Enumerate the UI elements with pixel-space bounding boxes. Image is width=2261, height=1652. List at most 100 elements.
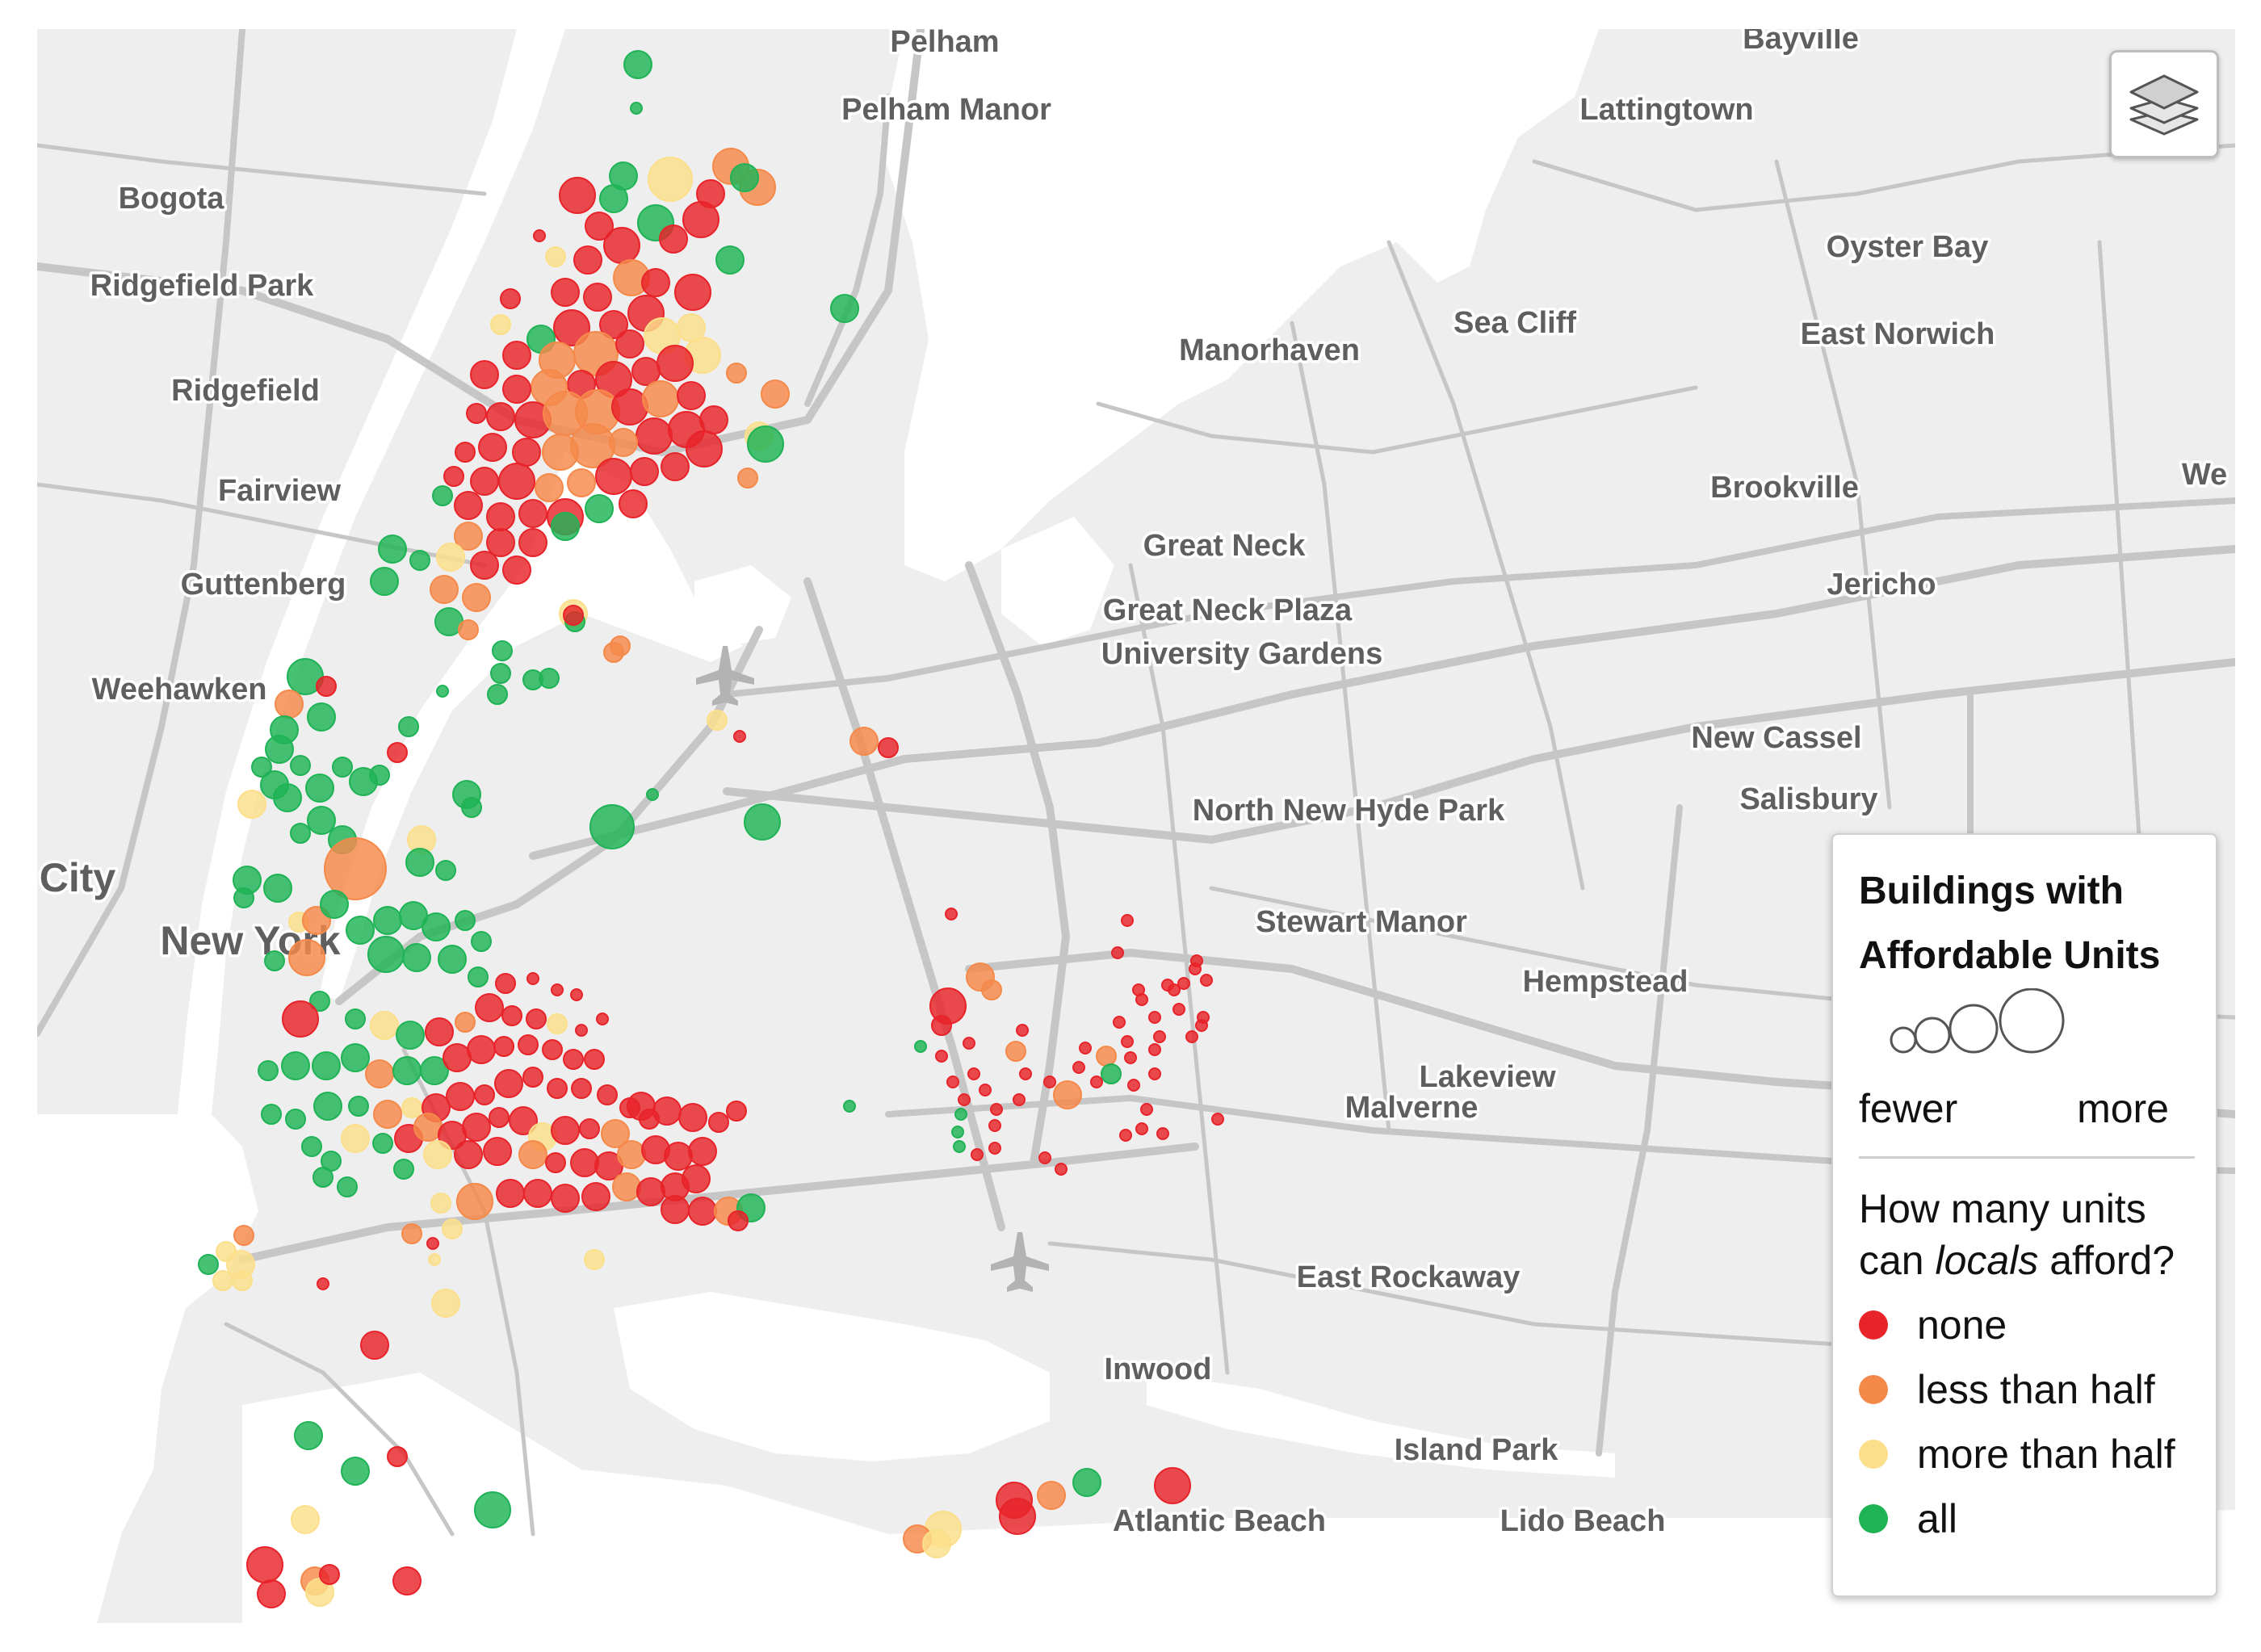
- building-marker[interactable]: [305, 774, 334, 803]
- building-marker[interactable]: [423, 1140, 452, 1169]
- building-marker[interactable]: [648, 157, 693, 202]
- building-marker[interactable]: [603, 642, 624, 663]
- building-marker[interactable]: [935, 1050, 948, 1063]
- building-marker[interactable]: [931, 1015, 952, 1036]
- building-marker[interactable]: [1072, 1468, 1101, 1497]
- building-marker[interactable]: [263, 874, 292, 903]
- building-marker[interactable]: [360, 1331, 389, 1360]
- building-marker[interactable]: [456, 1183, 493, 1220]
- building-marker[interactable]: [436, 543, 465, 572]
- building-marker[interactable]: [522, 1067, 543, 1088]
- building-marker[interactable]: [1154, 1467, 1191, 1504]
- building-marker[interactable]: [393, 1159, 414, 1180]
- building-marker[interactable]: [512, 438, 541, 467]
- building-marker[interactable]: [1177, 977, 1190, 990]
- building-marker[interactable]: [979, 1084, 992, 1096]
- building-marker[interactable]: [198, 1254, 219, 1275]
- building-marker[interactable]: [1172, 1003, 1185, 1016]
- building-marker[interactable]: [737, 468, 758, 488]
- building-marker[interactable]: [1200, 974, 1213, 987]
- building-marker[interactable]: [454, 522, 483, 551]
- building-marker[interactable]: [509, 1106, 538, 1135]
- building-marker[interactable]: [726, 363, 747, 384]
- building-marker[interactable]: [661, 1195, 690, 1224]
- building-marker[interactable]: [585, 494, 614, 523]
- building-marker[interactable]: [971, 1148, 984, 1161]
- building-marker[interactable]: [1019, 1067, 1032, 1080]
- building-marker[interactable]: [1053, 1080, 1082, 1109]
- building-marker[interactable]: [500, 288, 521, 309]
- building-marker[interactable]: [659, 224, 688, 254]
- building-marker[interactable]: [435, 860, 456, 881]
- building-marker[interactable]: [678, 1103, 707, 1132]
- building-marker[interactable]: [307, 702, 336, 732]
- building-marker[interactable]: [830, 294, 859, 323]
- building-marker[interactable]: [652, 1096, 682, 1126]
- layers-control-button[interactable]: [2109, 50, 2219, 158]
- building-marker[interactable]: [246, 1546, 283, 1583]
- building-marker[interactable]: [1043, 1075, 1056, 1088]
- building-marker[interactable]: [436, 685, 449, 698]
- building-marker[interactable]: [518, 1140, 547, 1169]
- building-marker[interactable]: [682, 201, 719, 238]
- building-marker[interactable]: [341, 1043, 370, 1072]
- building-marker[interactable]: [641, 268, 670, 297]
- building-marker[interactable]: [474, 1084, 495, 1105]
- building-marker[interactable]: [708, 1112, 729, 1133]
- building-marker[interactable]: [597, 1084, 618, 1105]
- building-marker[interactable]: [345, 1008, 366, 1029]
- building-marker[interactable]: [462, 583, 491, 612]
- building-marker[interactable]: [281, 1051, 310, 1080]
- building-marker[interactable]: [646, 788, 659, 801]
- building-marker[interactable]: [370, 1011, 399, 1040]
- building-marker[interactable]: [526, 1008, 547, 1029]
- building-marker[interactable]: [542, 1039, 563, 1060]
- building-marker[interactable]: [518, 499, 547, 528]
- building-marker[interactable]: [682, 1164, 711, 1193]
- building-marker[interactable]: [686, 430, 723, 468]
- building-marker[interactable]: [999, 1498, 1036, 1535]
- building-marker[interactable]: [466, 403, 487, 424]
- building-marker[interactable]: [337, 1176, 358, 1197]
- building-marker[interactable]: [545, 246, 566, 267]
- building-marker[interactable]: [636, 417, 673, 455]
- building-marker[interactable]: [559, 177, 596, 214]
- building-marker[interactable]: [551, 512, 580, 541]
- building-marker[interactable]: [661, 452, 690, 481]
- building-marker[interactable]: [570, 1148, 599, 1177]
- building-marker[interactable]: [470, 360, 499, 389]
- building-marker[interactable]: [761, 379, 790, 409]
- building-marker[interactable]: [462, 1113, 491, 1142]
- building-marker[interactable]: [526, 972, 539, 985]
- building-marker[interactable]: [478, 433, 507, 462]
- building-marker[interactable]: [1148, 1043, 1161, 1056]
- building-marker[interactable]: [1168, 983, 1181, 996]
- building-marker[interactable]: [551, 278, 580, 307]
- building-marker[interactable]: [346, 916, 375, 945]
- building-marker[interactable]: [312, 1051, 341, 1080]
- building-marker[interactable]: [1197, 1011, 1210, 1024]
- building-marker[interactable]: [611, 388, 648, 426]
- building-marker[interactable]: [567, 468, 596, 497]
- building-marker[interactable]: [324, 837, 387, 900]
- building-marker[interactable]: [317, 1277, 329, 1290]
- building-marker[interactable]: [553, 309, 590, 346]
- building-marker[interactable]: [313, 1167, 333, 1188]
- building-marker[interactable]: [1005, 1041, 1026, 1062]
- building-marker[interactable]: [313, 1092, 342, 1121]
- building-marker[interactable]: [1127, 1079, 1140, 1092]
- building-marker[interactable]: [843, 1100, 856, 1113]
- building-marker[interactable]: [1121, 914, 1134, 927]
- building-marker[interactable]: [442, 1218, 463, 1239]
- building-marker[interactable]: [409, 550, 430, 571]
- building-marker[interactable]: [1079, 1042, 1092, 1055]
- building-marker[interactable]: [212, 1270, 233, 1291]
- building-marker[interactable]: [430, 575, 459, 604]
- building-marker[interactable]: [373, 1100, 402, 1129]
- building-marker[interactable]: [455, 910, 476, 931]
- building-marker[interactable]: [617, 1140, 646, 1169]
- building-marker[interactable]: [422, 912, 451, 941]
- building-marker[interactable]: [1013, 1093, 1026, 1106]
- building-marker[interactable]: [547, 1078, 568, 1099]
- building-marker[interactable]: [581, 1182, 610, 1211]
